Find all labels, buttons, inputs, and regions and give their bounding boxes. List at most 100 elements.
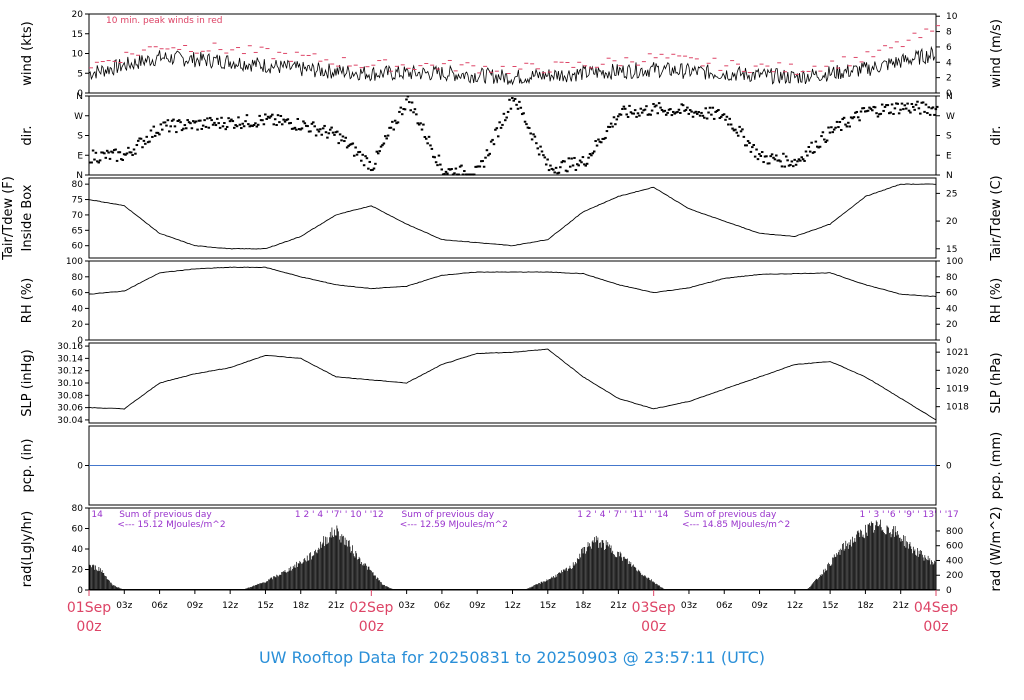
direction-mark — [255, 125, 259, 128]
direction-mark — [628, 104, 631, 107]
direction-mark — [213, 121, 216, 124]
direction-mark — [830, 126, 833, 129]
direction-mark — [351, 142, 355, 145]
direction-mark — [550, 167, 554, 170]
direction-mark — [220, 116, 223, 119]
direction-mark — [590, 154, 593, 157]
direction-mark — [471, 173, 475, 176]
direction-mark — [330, 126, 333, 129]
direction-mark — [200, 127, 204, 130]
direction-mark — [158, 133, 161, 136]
direction-mark — [261, 119, 264, 122]
direction-mark — [679, 111, 682, 114]
direction-mark — [820, 135, 823, 138]
right-tick-label-dir: W — [946, 112, 955, 122]
direction-mark — [310, 122, 314, 125]
direction-mark — [509, 107, 513, 110]
direction-mark — [111, 151, 115, 154]
direction-mark — [519, 106, 523, 109]
direction-mark — [605, 130, 609, 133]
direction-mark — [249, 124, 253, 127]
direction-mark — [398, 110, 401, 113]
right-axis-label-rh: RH (%) — [989, 278, 1004, 323]
direction-mark — [177, 119, 181, 122]
direction-mark — [304, 124, 308, 127]
direction-mark — [556, 172, 559, 175]
x-day-label-hour: 00z — [76, 619, 101, 635]
direction-mark — [395, 122, 398, 125]
direction-mark — [437, 154, 441, 157]
direction-mark — [755, 148, 758, 151]
direction-mark — [725, 115, 729, 118]
slp-line — [88, 348, 937, 421]
direction-mark — [348, 143, 352, 146]
direction-mark — [872, 105, 875, 108]
direction-mark — [491, 138, 494, 141]
left-tick-label-wind: 20 — [72, 10, 84, 20]
direction-mark — [749, 150, 753, 153]
direction-mark — [581, 156, 585, 159]
direction-mark — [399, 106, 403, 109]
direction-mark — [883, 105, 887, 108]
direction-mark — [180, 129, 184, 132]
direction-mark — [412, 111, 415, 114]
direction-mark — [923, 110, 926, 113]
direction-mark — [376, 152, 380, 155]
direction-mark — [793, 158, 796, 161]
direction-mark — [296, 117, 300, 120]
direction-mark — [578, 159, 582, 162]
direction-mark — [96, 160, 99, 163]
direction-mark — [303, 122, 307, 125]
direction-mark — [576, 163, 579, 166]
direction-mark — [687, 112, 691, 115]
direction-mark — [546, 158, 549, 161]
direction-mark — [766, 162, 770, 165]
direction-mark — [358, 150, 362, 153]
direction-mark — [446, 172, 449, 175]
direction-mark — [489, 140, 493, 143]
right-tick-label-rh: 20 — [946, 320, 958, 330]
direction-mark — [392, 128, 396, 131]
direction-mark — [804, 150, 808, 153]
direction-mark — [321, 127, 325, 130]
direction-mark — [536, 147, 539, 150]
footer-title: UW Rooftop Data for 20250831 to 20250903… — [258, 648, 766, 667]
direction-mark — [751, 146, 754, 149]
x-hour-tick-label: 03z — [399, 601, 415, 611]
direction-mark — [919, 112, 922, 115]
direction-mark — [214, 124, 218, 127]
x-hour-tick-label: 15z — [257, 601, 273, 611]
left-tick-label-temp: 70 — [72, 211, 84, 221]
direction-mark — [120, 158, 123, 161]
left-tick-label-rh: 0 — [77, 336, 83, 346]
right-tick-label-rad: 0 — [946, 586, 952, 596]
direction-mark — [276, 114, 280, 117]
direction-mark — [649, 113, 652, 116]
direction-mark — [371, 168, 374, 171]
direction-mark — [790, 160, 794, 163]
left-tick-label-dir: W — [74, 112, 83, 122]
x-hour-tick-label: 21z — [893, 601, 909, 611]
direction-mark — [162, 121, 165, 124]
right-tick-label-wind: 0 — [946, 89, 952, 99]
direction-mark — [139, 137, 143, 140]
direction-mark — [454, 167, 458, 170]
direction-mark — [624, 107, 627, 110]
direction-mark — [488, 152, 492, 155]
direction-mark — [290, 127, 294, 130]
direction-mark — [400, 113, 404, 116]
direction-mark — [909, 111, 912, 114]
direction-mark — [155, 131, 158, 134]
direction-mark — [341, 135, 345, 138]
right-tick-label-rad: 800 — [946, 527, 963, 537]
direction-mark — [410, 101, 414, 104]
direction-mark — [864, 110, 867, 113]
direction-mark — [408, 101, 411, 104]
direction-mark — [247, 123, 250, 126]
direction-mark — [563, 160, 566, 163]
direction-mark — [736, 134, 740, 137]
direction-mark — [564, 169, 568, 172]
direction-mark — [583, 163, 586, 166]
direction-mark — [186, 119, 189, 122]
direction-mark — [340, 139, 343, 142]
